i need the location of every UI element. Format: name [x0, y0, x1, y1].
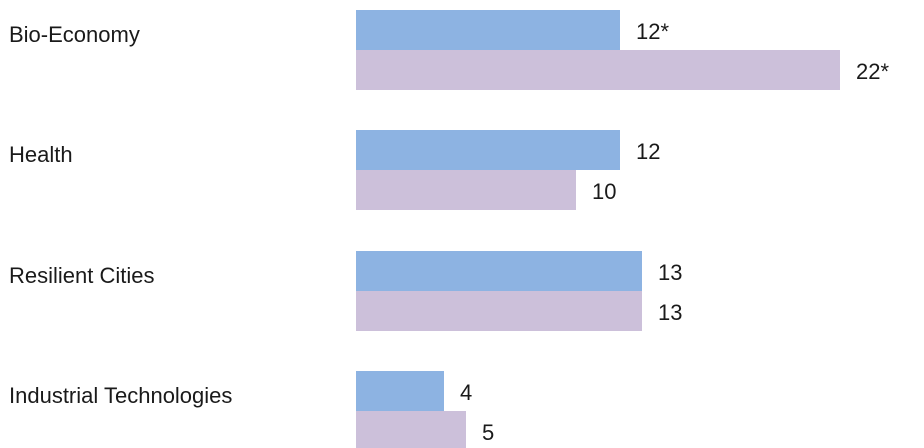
bar-series-1 [356, 291, 642, 331]
category-group-0: Bio-Economy 12* 22* [9, 10, 889, 90]
value-label-series-1: 10 [592, 179, 616, 204]
category-label: Bio-Economy [9, 22, 140, 47]
value-label-series-0: 12* [636, 19, 669, 44]
bar-series-0 [356, 130, 620, 170]
bar-series-0 [356, 251, 642, 291]
bar-series-0 [356, 10, 620, 50]
value-label-series-0: 4 [460, 380, 472, 405]
value-label-series-1: 5 [482, 420, 494, 445]
category-label: Resilient Cities [9, 263, 155, 288]
bar-series-1 [356, 50, 840, 90]
category-group-2: Resilient Cities 13 13 [9, 251, 682, 331]
value-label-series-0: 13 [658, 260, 682, 285]
category-group-3: Industrial Technologies 45 [9, 371, 494, 448]
category-label: Health [9, 142, 73, 167]
value-label-series-1: 13 [658, 300, 682, 325]
value-label-series-0: 12 [636, 139, 660, 164]
category-label: Industrial Technologies [9, 383, 232, 408]
category-group-1: Health 12 10 [9, 130, 660, 210]
value-label-series-1: 22* [856, 59, 889, 84]
bar-series-0 [356, 371, 444, 411]
bar-series-1 [356, 411, 466, 448]
bar-series-1 [356, 170, 576, 210]
